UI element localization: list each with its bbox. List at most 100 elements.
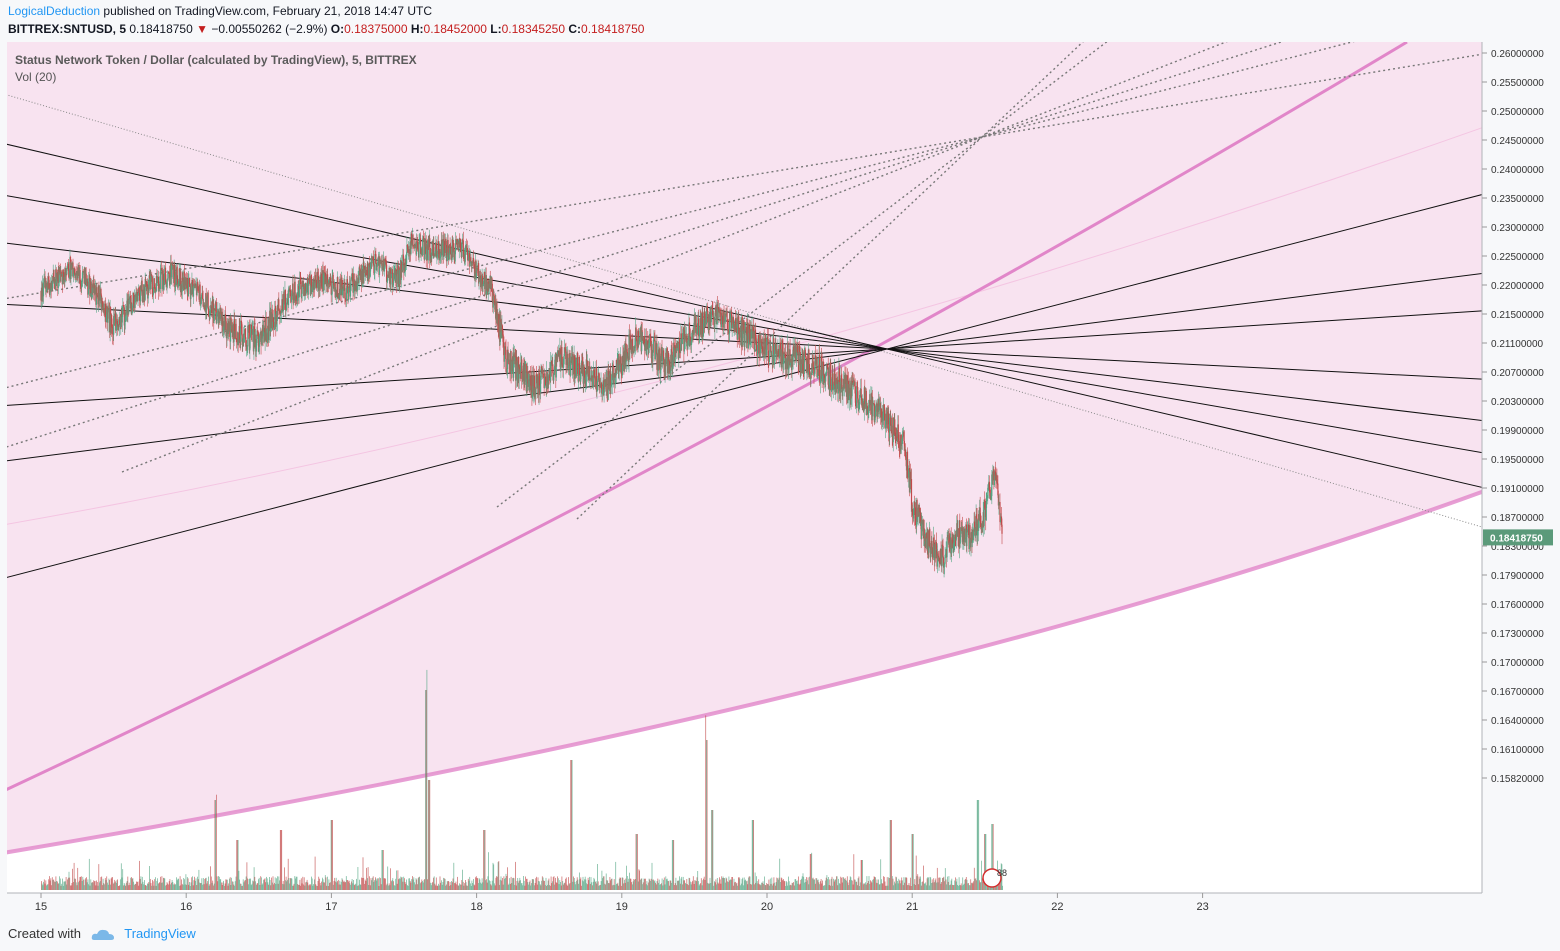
volume-bar (565, 877, 567, 890)
candle-body (884, 408, 886, 421)
volume-bar (665, 876, 667, 890)
candle-body (550, 362, 552, 381)
volume-bar (965, 878, 966, 890)
candle-body (459, 238, 461, 241)
volume-bar (165, 884, 167, 890)
candle-body (244, 328, 246, 338)
candle-body (738, 333, 740, 336)
candle-body (87, 289, 89, 295)
volume-bar (253, 867, 255, 890)
volume-bar (86, 877, 87, 890)
volume-bar (672, 840, 674, 890)
volume-bar (793, 882, 794, 890)
volume-bar (293, 883, 295, 890)
volume-bar (660, 884, 662, 890)
volume-bar (458, 885, 460, 890)
volume-bar (934, 882, 935, 890)
volume-bar (872, 879, 874, 890)
volume-bar (245, 876, 247, 890)
volume-bar (102, 878, 104, 890)
volume-bar (253, 881, 254, 890)
volume-bar (841, 882, 843, 890)
volume-bar (512, 877, 514, 890)
volume-bar (539, 884, 541, 890)
volume-bar (976, 880, 977, 890)
volume-bar (875, 882, 877, 890)
volume-bar (864, 883, 866, 890)
volume-bar (942, 878, 943, 890)
candle-body (704, 319, 706, 325)
volume-bar (544, 881, 545, 890)
author-link[interactable]: LogicalDeduction (8, 4, 101, 18)
candle-body (668, 361, 670, 373)
candle-body (798, 345, 800, 365)
volume-bar (306, 879, 308, 890)
volume-bar (405, 883, 407, 890)
volume-bar (710, 883, 712, 890)
candle-body (122, 305, 124, 315)
candle-body (471, 262, 473, 267)
volume-bar (354, 884, 356, 890)
candle-body (280, 312, 282, 314)
price-chart[interactable]: 88 0.260000000.255000000.250000000.24500… (7, 42, 1553, 913)
volume-bar (210, 876, 212, 890)
volume-bar (686, 879, 688, 890)
candle-body (529, 375, 531, 391)
volume-bar (50, 878, 52, 890)
candle-body (739, 328, 741, 338)
volume-bar (442, 882, 444, 890)
candle-body (42, 282, 45, 297)
volume-bar (413, 877, 415, 890)
volume-bar (796, 880, 798, 890)
candle-body (159, 271, 161, 289)
volume-bar (844, 877, 846, 890)
volume-bar (718, 883, 720, 890)
volume-bar (600, 884, 601, 890)
symbol-label: BITTREX:SNTUSD, 5 (8, 22, 127, 36)
volume-bar (380, 878, 381, 890)
volume-bar (801, 876, 803, 890)
volume-bar (889, 820, 891, 890)
volume-bar (795, 879, 797, 890)
volume-bar (255, 884, 257, 890)
volume-bar (256, 883, 258, 890)
volume-bar (136, 881, 137, 890)
volume-bar (300, 885, 301, 890)
candle-body (325, 273, 327, 277)
candle-body (518, 367, 520, 379)
volume-bar (168, 884, 169, 890)
volume-bar (80, 876, 82, 890)
volume-bar (922, 881, 924, 890)
volume-bar (830, 885, 831, 890)
candle-body (820, 378, 822, 383)
volume-bar (524, 885, 526, 890)
candle-body (679, 343, 681, 351)
volume-bar (912, 834, 913, 890)
volume-bar (459, 884, 461, 890)
volume-bar (367, 878, 368, 890)
volume-bar (416, 879, 418, 890)
candle-body (482, 275, 484, 287)
volume-bar (614, 885, 616, 890)
volume-bar (984, 834, 986, 890)
volume-bar (373, 881, 375, 890)
candle-body (240, 320, 242, 342)
candle-body (527, 371, 529, 387)
candle-body (169, 277, 171, 286)
candle-body (263, 331, 265, 337)
candle-body (858, 404, 860, 406)
volume-bar (155, 885, 157, 890)
volume-bar (694, 880, 696, 890)
volume-bar (311, 878, 313, 890)
volume-bar (157, 883, 159, 890)
volume-bar (849, 879, 850, 890)
candle-body (404, 258, 406, 272)
volume-bar (401, 877, 402, 890)
volume-bar (897, 880, 898, 890)
volume-bar (598, 885, 600, 890)
volume-bar (110, 878, 112, 890)
volume-bar (657, 878, 659, 890)
candle-body (900, 434, 902, 446)
candle-body (964, 539, 966, 543)
volume-bar (71, 883, 73, 890)
